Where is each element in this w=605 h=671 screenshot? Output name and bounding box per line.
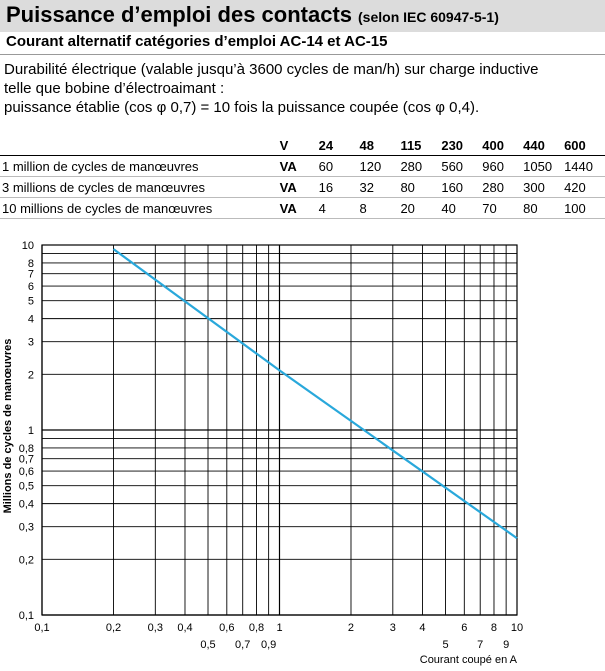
intro-line-3: puissance établie (cos φ 0,7) = 10 fois … <box>4 99 480 116</box>
y-tick-label: 6 <box>28 281 34 293</box>
x-tick-label: 0,9 <box>261 639 276 651</box>
y-tick-label: 0,2 <box>19 554 34 566</box>
title-bar <box>0 0 605 32</box>
table-cell: 80 <box>400 176 442 198</box>
x-tick-label: 9 <box>503 639 509 651</box>
table-cell: 4 <box>318 197 360 219</box>
voltage-header: 230 <box>441 135 483 156</box>
table-cell: 120 <box>359 155 401 177</box>
y-tick-label: 0,6 <box>19 466 34 478</box>
contact-rating-table: V 24 48 115 230 400 440 600 1 million de… <box>0 135 605 219</box>
x-tick-label: 6 <box>461 622 467 634</box>
x-tick-label: 0,6 <box>219 622 234 634</box>
table-cell: 280 <box>400 155 442 177</box>
table-cell: 560 <box>441 155 483 177</box>
x-tick-label: 0,5 <box>200 639 215 651</box>
x-tick-label: 5 <box>442 639 448 651</box>
voltage-header: 600 <box>564 135 605 156</box>
voltage-header: 440 <box>523 135 565 156</box>
y-tick-label: 8 <box>28 258 34 270</box>
x-tick-label: 0,8 <box>249 622 264 634</box>
y-tick-label: 0,4 <box>19 499 34 511</box>
title-divider <box>0 54 605 55</box>
x-tick-label: 4 <box>419 622 425 634</box>
y-tick-label: 10 <box>22 240 34 252</box>
page-title: Puissance d’emploi des contacts (selon IE… <box>6 2 499 28</box>
intro-line-2: telle que bobine d’électroaimant : <box>4 80 225 97</box>
table-cell: 70 <box>482 197 524 219</box>
table-header-label <box>0 135 277 156</box>
table-cell: 420 <box>564 176 605 198</box>
x-tick-label: 7 <box>477 639 483 651</box>
table-cell: 300 <box>523 176 565 198</box>
table-row: 10 millions de cycles de manœuvres VA 4 … <box>0 197 605 219</box>
table-cell: 1440 <box>564 155 605 177</box>
y-axis-label: Millions de cycles de manœuvres <box>2 339 14 514</box>
table-cell: 1050 <box>523 155 565 177</box>
row-unit: VA <box>276 197 319 219</box>
table-cell: 16 <box>318 176 360 198</box>
y-tick-label: 2 <box>28 369 34 381</box>
x-tick-label: 2 <box>348 622 354 634</box>
x-axis-label: Courant coupé en A <box>420 654 518 666</box>
y-tick-label: 5 <box>28 296 34 308</box>
y-tick-label: 0,7 <box>19 454 34 466</box>
y-tick-label: 4 <box>28 314 34 326</box>
y-tick-label: 1 <box>28 425 34 437</box>
x-tick-label: 0,1 <box>34 622 49 634</box>
table-cell: 80 <box>523 197 565 219</box>
x-tick-label: 8 <box>491 622 497 634</box>
voltage-header: 48 <box>359 135 401 156</box>
y-tick-label: 0,3 <box>19 522 34 534</box>
x-tick-label: 0,4 <box>177 622 192 634</box>
x-tick-label: 0,3 <box>148 622 163 634</box>
table-cell: 160 <box>441 176 483 198</box>
x-tick-label: 0,7 <box>235 639 250 651</box>
row-label: 1 million de cycles de manœuvres <box>0 155 277 177</box>
row-label: 10 millions de cycles de manœuvres <box>0 197 277 219</box>
page-subtitle: Courant alternatif catégories d’emploi A… <box>6 33 388 50</box>
x-tick-label: 0,2 <box>106 622 121 634</box>
table-cell: 32 <box>359 176 401 198</box>
x-tick-label: 3 <box>390 622 396 634</box>
table-row: 1 million de cycles de manœuvres VA 60 1… <box>0 155 605 177</box>
intro-text: Durabilité électrique (valable jusqu’à 3… <box>4 60 602 117</box>
table-cell: 40 <box>441 197 483 219</box>
table-cell: 280 <box>482 176 524 198</box>
x-tick-label: 1 <box>276 622 282 634</box>
y-tick-label: 3 <box>28 337 34 349</box>
table-cell: 960 <box>482 155 524 177</box>
title-note: (selon IEC 60947-5-1) <box>358 9 499 25</box>
table-header-unit: V <box>276 135 319 156</box>
table-header-row: V 24 48 115 230 400 440 600 <box>0 135 605 156</box>
table-cell: 60 <box>318 155 360 177</box>
table-cell: 8 <box>359 197 401 219</box>
y-tick-label: 0,5 <box>19 481 34 493</box>
x-tick-label: 10 <box>511 622 523 634</box>
table-row: 3 millions de cycles de manœuvres VA 16 … <box>0 176 605 198</box>
row-unit: VA <box>276 176 319 198</box>
series-line <box>112 248 518 540</box>
table-cell: 100 <box>564 197 605 219</box>
table-cell: 20 <box>400 197 442 219</box>
row-unit: VA <box>276 155 319 177</box>
voltage-header: 24 <box>318 135 360 156</box>
y-tick-label: 0,1 <box>19 610 34 622</box>
title-text: Puissance d’emploi des contacts <box>6 2 353 27</box>
voltage-header: 115 <box>400 135 442 156</box>
voltage-header: 400 <box>482 135 524 156</box>
y-tick-label: 7 <box>28 269 34 281</box>
intro-line-1: Durabilité électrique (valable jusqu’à 3… <box>4 61 539 78</box>
y-tick-label: 0,8 <box>19 443 34 455</box>
row-label: 3 millions de cycles de manœuvres <box>0 176 277 198</box>
